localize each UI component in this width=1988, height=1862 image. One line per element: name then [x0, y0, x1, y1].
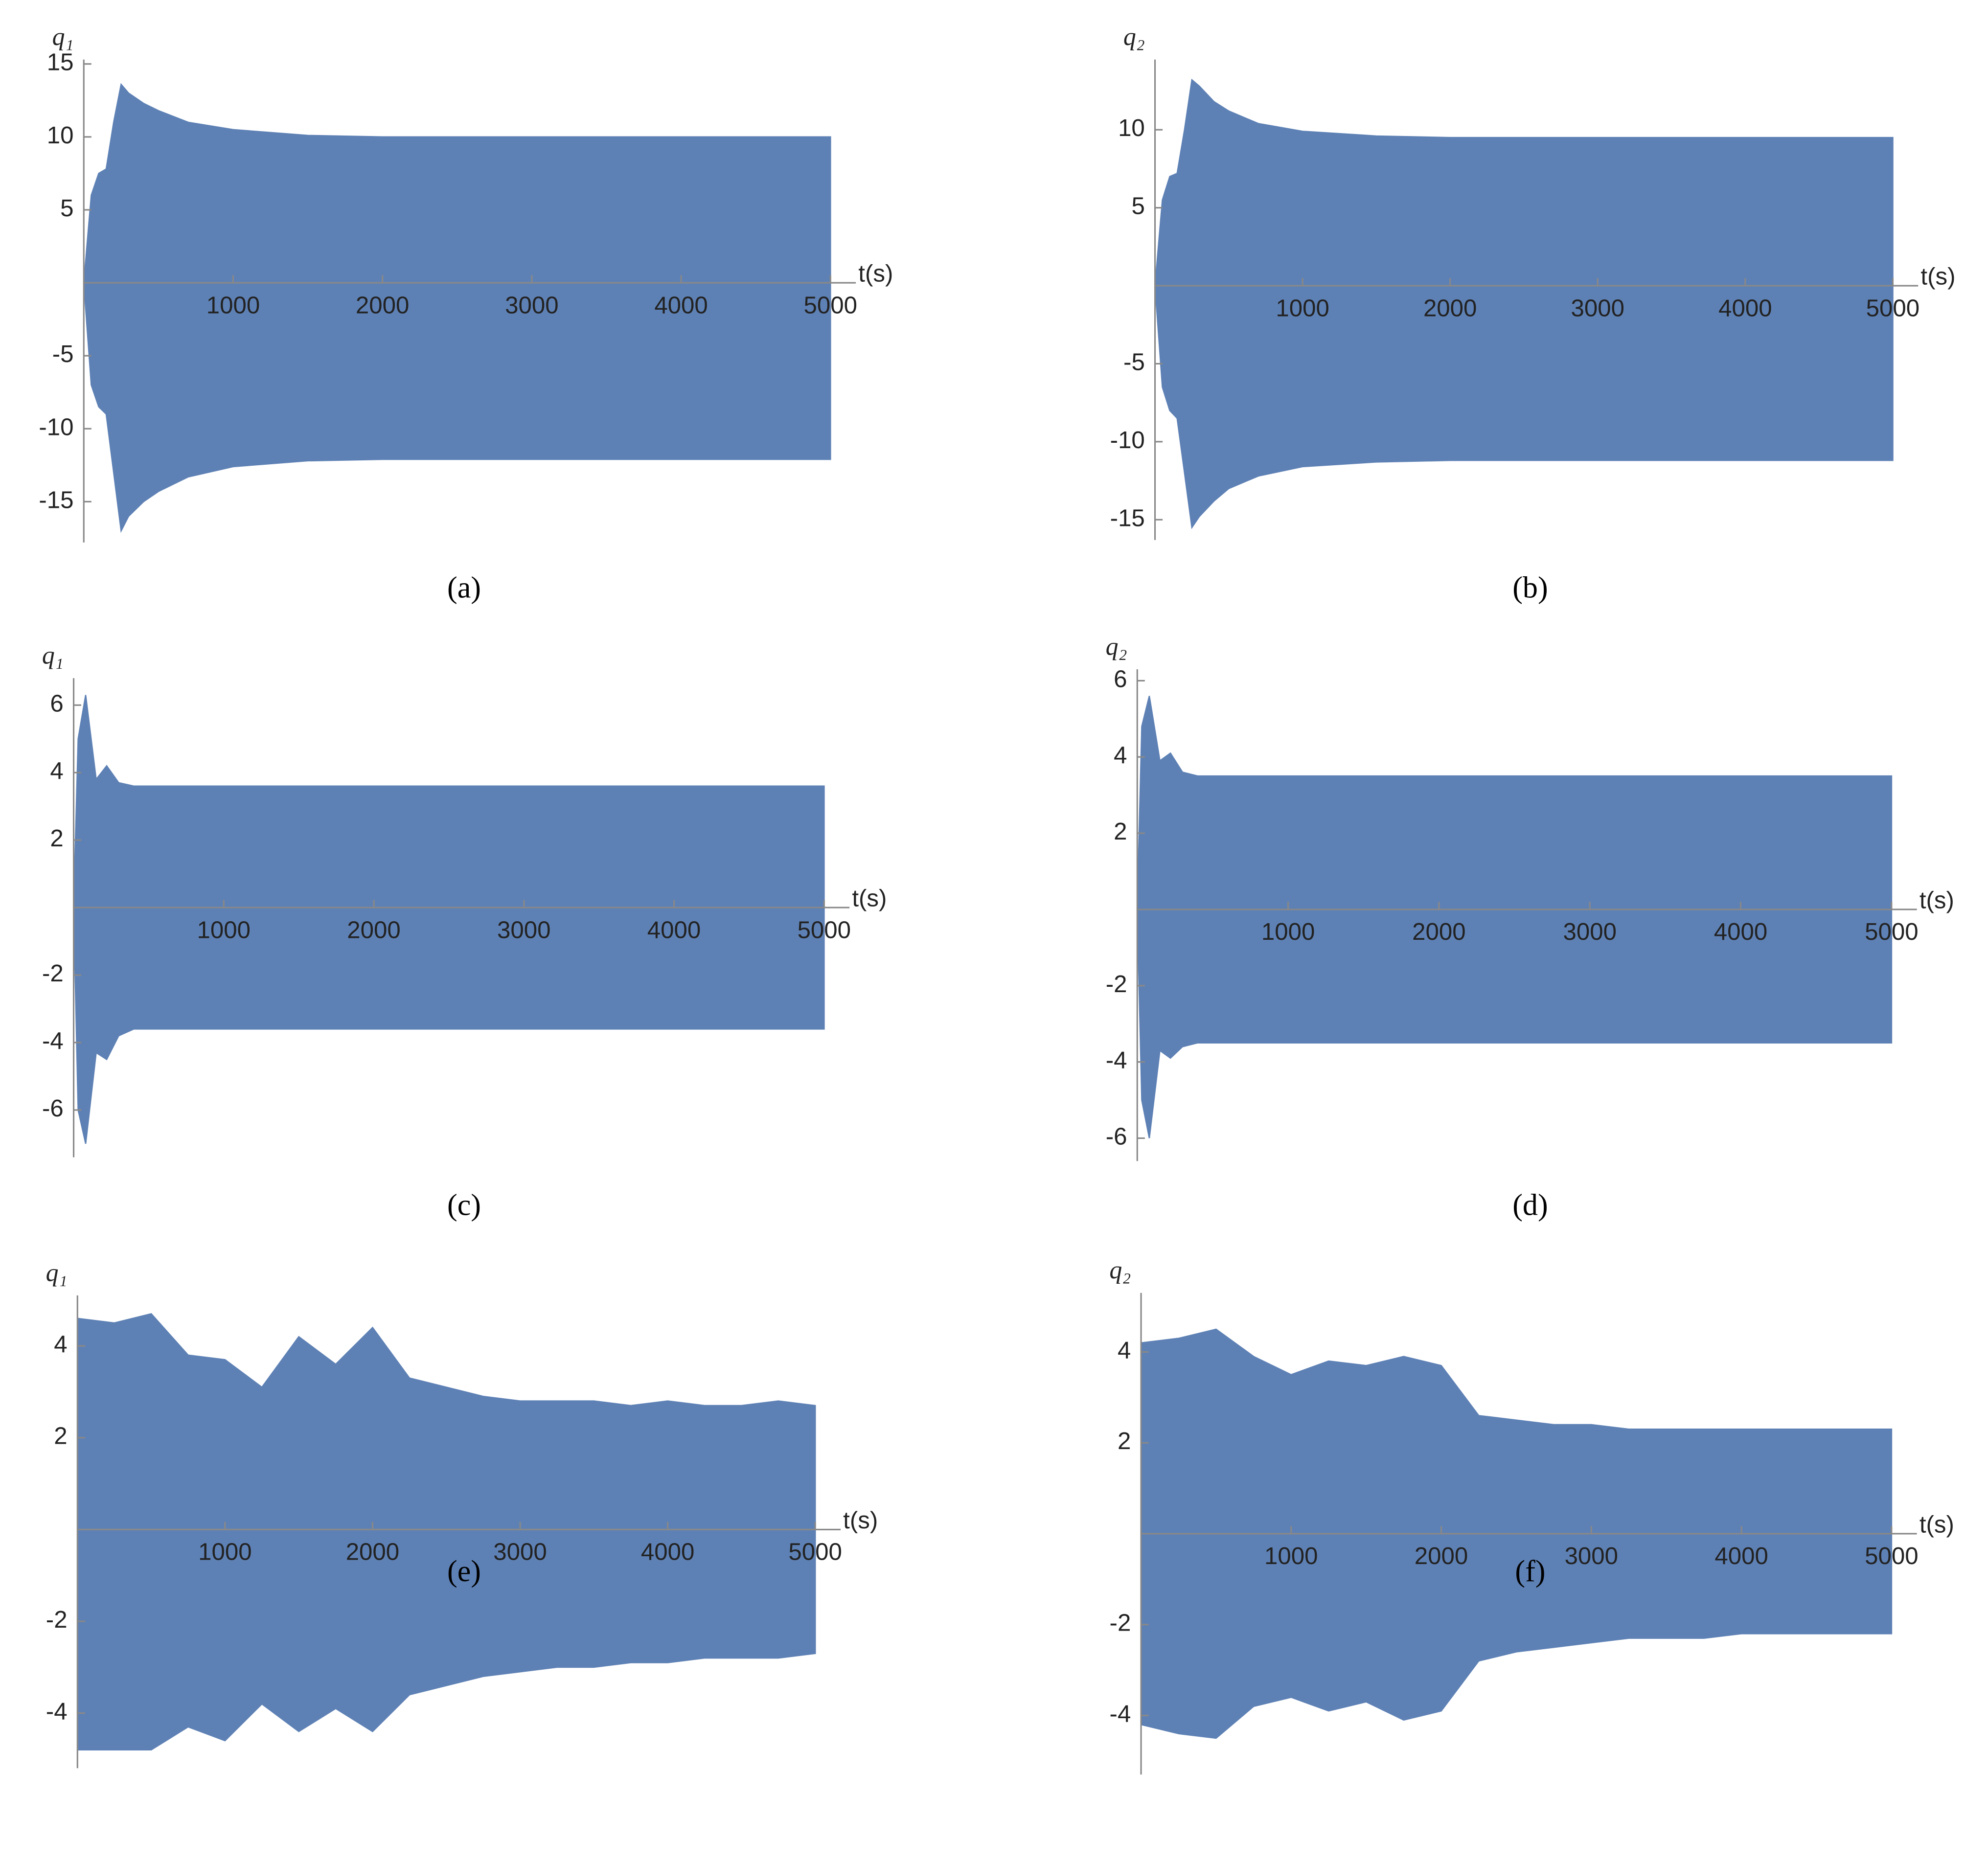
chart-panel: 1000 2000 3000 4000 5000 -6 -4 -2 2 4 6 t(s) q₂ (d) [1106, 633, 1954, 1222]
x-tick-label: 4000 [1714, 918, 1768, 945]
x-axis-label: t(s) [1919, 1511, 1954, 1538]
x-tick-label: 5000 [1865, 1543, 1919, 1569]
area [76, 1529, 816, 1751]
x-tick-label: 5000 [798, 916, 851, 943]
x-axis-label: t(s) [1920, 263, 1955, 290]
y-tick-label: 4 [1114, 742, 1127, 769]
x-tick-label: 1000 [198, 1539, 252, 1566]
y-tick-label: -4 [42, 1027, 64, 1054]
x-tick-label: 4000 [641, 1539, 695, 1566]
y-tick-label: 4 [54, 1331, 67, 1358]
y-axis-label: q₁ [42, 642, 64, 670]
area [1154, 285, 1894, 529]
area [1154, 78, 1894, 287]
y-axis-label: q₁ [52, 23, 74, 51]
y-tick-label: 2 [50, 825, 63, 852]
chart-panel: 1000 2000 3000 4000 5000 -15 -10 -5 5 10 t(s) q₂ (b) [1110, 23, 1956, 604]
x-axis-label: t(s) [843, 1507, 878, 1534]
area [73, 695, 825, 908]
chart-panel: 1000 2000 3000 4000 5000 -15 -10 -5 5 10 15 t(s) q₁ (… [39, 23, 893, 604]
area [1140, 1533, 1893, 1739]
y-tick-label: -4 [1106, 1047, 1127, 1074]
y-tick-label: 5 [60, 195, 73, 222]
y-tick-label: 6 [1114, 665, 1127, 692]
x-axis-label: t(s) [852, 885, 887, 912]
panel-caption: (a) [447, 571, 481, 605]
x-axis-label: t(s) [1919, 886, 1954, 913]
y-tick-label: 6 [50, 690, 63, 717]
x-tick-label: 4000 [1714, 1543, 1768, 1569]
area [1140, 1328, 1893, 1535]
y-tick-label: -10 [39, 413, 73, 440]
x-tick-label: 2000 [1415, 1543, 1468, 1569]
area [1136, 908, 1893, 1138]
x-axis-label: t(s) [858, 260, 893, 287]
x-tick-label: 1000 [206, 292, 260, 318]
y-tick-label: -5 [52, 341, 74, 367]
area [83, 282, 831, 533]
panel-caption: (f) [1515, 1555, 1545, 1588]
y-tick-label: 15 [47, 49, 74, 76]
y-tick-label: -15 [39, 486, 73, 513]
y-tick-label: -2 [1106, 971, 1127, 998]
y-axis-label: q₁ [46, 1259, 68, 1287]
y-tick-label: -10 [1110, 427, 1145, 454]
y-tick-label: -2 [46, 1606, 68, 1633]
y-tick-label: -2 [1110, 1610, 1131, 1636]
x-tick-label: 3000 [497, 916, 550, 943]
y-tick-label: 5 [1131, 193, 1144, 220]
x-tick-label: 2000 [346, 1539, 400, 1566]
x-tick-label: 5000 [1866, 295, 1920, 321]
x-tick-label: 2000 [356, 292, 410, 318]
x-tick-label: 5000 [804, 292, 858, 318]
chart-panel: 1000 2000 3000 4000 5000 -4 -2 2 4 t(s) q₂ (f) [1109, 1256, 1954, 1775]
y-tick-label: 4 [50, 757, 63, 784]
x-tick-label: 3000 [493, 1539, 547, 1566]
panel-caption: (e) [447, 1555, 481, 1588]
x-tick-label: 4000 [1718, 295, 1772, 321]
y-axis-label: q₂ [1109, 1256, 1131, 1284]
x-tick-label: 1000 [1276, 295, 1329, 321]
y-tick-label: 10 [47, 122, 74, 149]
x-tick-label: 3000 [505, 292, 559, 318]
x-tick-label: 1000 [1261, 918, 1315, 945]
area [76, 1313, 816, 1530]
y-tick-label: -6 [42, 1095, 64, 1122]
area [1136, 696, 1893, 910]
x-tick-label: 4000 [647, 916, 701, 943]
y-tick-label: -2 [42, 960, 64, 987]
panel-caption: (b) [1512, 571, 1548, 605]
y-tick-label: -6 [1106, 1123, 1127, 1150]
y-tick-label: -15 [1110, 504, 1145, 531]
y-tick-label: -4 [1110, 1700, 1131, 1727]
y-tick-label: 2 [54, 1423, 67, 1450]
panel-caption: (d) [1512, 1188, 1548, 1222]
x-tick-label: 2000 [1423, 295, 1477, 321]
y-tick-label: -4 [46, 1698, 68, 1725]
x-tick-label: 1000 [197, 916, 251, 943]
x-tick-label: 5000 [788, 1539, 842, 1566]
x-tick-label: 2000 [1412, 918, 1466, 945]
y-tick-label: 4 [1118, 1337, 1131, 1363]
y-tick-label: -5 [1123, 348, 1145, 375]
y-axis-label: q₂ [1123, 23, 1145, 51]
x-tick-label: 3000 [1563, 918, 1617, 945]
chart-panel: 1000 2000 3000 4000 5000 -6 -4 -2 2 4 6 t(s) q₁ (c) [42, 642, 887, 1222]
chart-panel: 1000 2000 3000 4000 5000 -4 -2 2 4 t(s) q₁ (e) [46, 1259, 878, 1769]
y-axis-label: q₂ [1106, 633, 1127, 660]
x-tick-label: 2000 [347, 916, 401, 943]
x-tick-label: 3000 [1565, 1543, 1619, 1569]
y-tick-label: 2 [1114, 818, 1127, 845]
area [73, 907, 825, 1144]
panel-caption: (c) [447, 1188, 481, 1222]
area [83, 83, 831, 284]
x-tick-label: 5000 [1865, 918, 1919, 945]
x-tick-label: 1000 [1264, 1543, 1318, 1569]
y-tick-label: 2 [1118, 1428, 1131, 1454]
x-tick-label: 3000 [1571, 295, 1625, 321]
x-tick-label: 4000 [654, 292, 708, 318]
y-tick-label: 10 [1118, 114, 1145, 141]
